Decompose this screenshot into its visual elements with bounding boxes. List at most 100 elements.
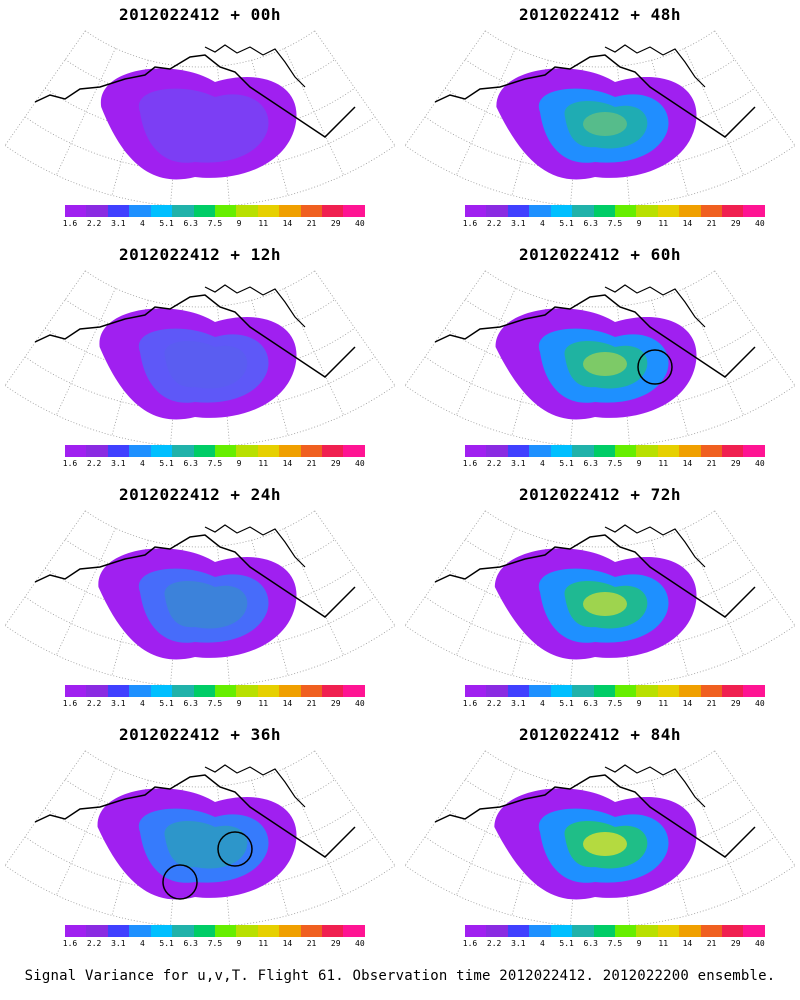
colorbar-swatch (507, 685, 530, 697)
colorbar-tick-label: 7.5 (207, 459, 223, 468)
colorbar-swatch (257, 925, 280, 937)
colorbar-tick-label: 1.6 (62, 939, 78, 948)
colorbar (465, 685, 765, 697)
colorbar (65, 685, 365, 697)
variance-region (583, 352, 627, 376)
colorbar-swatch (614, 205, 637, 217)
colorbar-tick-label: 4 (140, 939, 145, 948)
colorbar-tick-label: 11 (258, 939, 269, 948)
colorbar-swatch (529, 205, 551, 217)
longitude-line (5, 510, 86, 626)
colorbar (465, 925, 765, 937)
panel-title: 2012022412 + 36h (118, 725, 282, 744)
colorbar-swatch (636, 445, 658, 457)
colorbar-swatch (300, 445, 323, 457)
latitude-line (64, 779, 336, 823)
coastline (434, 54, 756, 138)
colorbar-tick-label: 9 (236, 459, 242, 468)
variance-region (164, 581, 248, 629)
colorbar-swatch (129, 445, 151, 457)
colorbar-swatch (129, 205, 151, 217)
latitude-line (464, 539, 736, 583)
longitude-line (284, 48, 345, 176)
colorbar-swatch (657, 205, 680, 217)
variance-region (138, 328, 269, 403)
colorbar-tick-label: 2.2 (486, 219, 502, 228)
observation-circle (162, 864, 198, 900)
colorbar-tick-label: 4 (540, 459, 545, 468)
colorbar-swatch (657, 445, 680, 457)
colorbar-swatch (300, 925, 323, 937)
colorbar-swatch (214, 445, 237, 457)
colorbar-swatch (614, 685, 637, 697)
colorbar-tick-label: 3.1 (111, 699, 126, 708)
colorbar-swatch (214, 925, 237, 937)
coastline (434, 294, 756, 378)
polar-map (405, 510, 795, 687)
latitude-line (85, 30, 315, 68)
colorbar-swatch (572, 925, 594, 937)
colorbar-swatch (236, 445, 258, 457)
colorbar-swatch (257, 205, 280, 217)
colorbar-tick-label: 29 (730, 219, 741, 228)
colorbar-tick-label: 5.1 (159, 219, 174, 228)
variance-region (164, 821, 248, 869)
colorbar-swatch (529, 685, 551, 697)
longitude-line (284, 288, 345, 416)
colorbar-swatch (86, 685, 108, 697)
coastline (434, 534, 756, 618)
colorbar-swatch (486, 685, 508, 697)
longitude-line (405, 510, 486, 626)
colorbar-tick-label: 7.5 (207, 699, 223, 708)
colorbar-swatch (465, 205, 487, 217)
latitude-line (85, 510, 315, 548)
colorbar-tick-label: 7.5 (607, 699, 623, 708)
longitude-line (314, 510, 395, 626)
colorbar-swatch (172, 685, 194, 697)
panel-title: 2012022412 + 72h (518, 485, 682, 504)
colorbar-swatch (172, 925, 194, 937)
colorbar-tick-label: 29 (330, 699, 341, 708)
colorbar-swatch (700, 445, 723, 457)
colorbar-tick-label: 40 (355, 939, 365, 948)
colorbar-swatch (550, 445, 573, 457)
colorbar-swatch (343, 205, 365, 217)
colorbar-tick-label: 5.1 (559, 459, 574, 468)
colorbar-tick-label: 1.6 (462, 699, 478, 708)
colorbar-swatch (322, 445, 344, 457)
latitude-line (85, 270, 315, 308)
longitude-line (5, 270, 86, 386)
variance-region (164, 341, 248, 389)
colorbar-swatch (486, 925, 508, 937)
latitude-line (464, 299, 736, 343)
colorbar-ticks: 1.6 2.2 3.1 4 5.1 6.3 7.5 9 11 14 21 29 40 (460, 939, 770, 951)
longitude-line (714, 510, 795, 626)
coastline (204, 524, 306, 568)
colorbar-swatch (636, 925, 658, 937)
colorbar-swatch (465, 925, 487, 937)
longitude-line (314, 30, 395, 146)
colorbar-tick-label: 9 (636, 939, 642, 948)
panel-title: 2012022412 + 24h (118, 485, 282, 504)
forecast-panel: 2012022412 + 72h 1.6 2.2 3.1 4 5.1 6.3 7.5 9 11 14… (405, 485, 795, 730)
colorbar-swatch (322, 685, 344, 697)
colorbar-tick-label: 40 (755, 939, 765, 948)
colorbar-tick-label: 2.2 (486, 459, 502, 468)
colorbar-tick-label: 21 (706, 459, 717, 468)
colorbar-tick-label: 5.1 (559, 699, 574, 708)
colorbar-swatch (65, 925, 87, 937)
coastline (204, 284, 306, 328)
colorbar-tick-label: 6.3 (583, 219, 598, 228)
colorbar-swatch (700, 925, 723, 937)
colorbar-tick-label: 6.3 (583, 939, 598, 948)
colorbar-swatch (172, 205, 194, 217)
colorbar-tick-label: 4 (140, 219, 145, 228)
colorbar-swatch (700, 205, 723, 217)
colorbar-tick-label: 21 (706, 939, 717, 948)
colorbar-tick-label: 11 (658, 459, 669, 468)
colorbar-swatch (279, 685, 301, 697)
colorbar-tick-label: 21 (306, 699, 317, 708)
forecast-panel: 2012022412 + 24h 1.6 2.2 3.1 4 5.1 6.3 7.5 9 11 14… (5, 485, 395, 730)
observation-circle (217, 831, 253, 867)
colorbar-tick-label: 1.6 (62, 699, 78, 708)
